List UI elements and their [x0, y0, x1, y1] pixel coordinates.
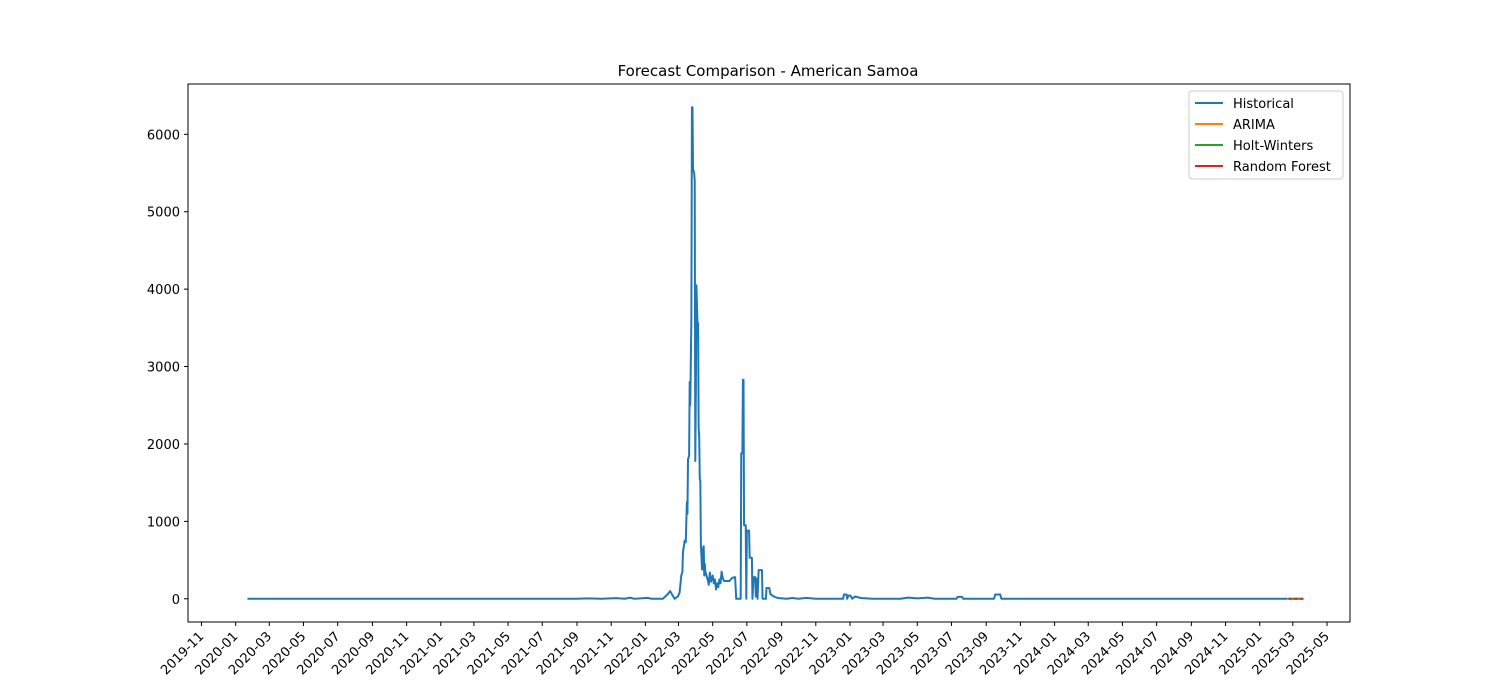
chart-title: Forecast Comparison - American Samoa	[618, 62, 919, 80]
y-tick-label: 1000	[147, 515, 180, 530]
y-tick-label: 3000	[147, 361, 180, 376]
y-axis: 0 1000 2000 3000 4000 5000 6000	[147, 128, 188, 608]
legend-label: Holt-Winters	[1233, 139, 1313, 154]
legend-label: Random Forest	[1233, 160, 1331, 175]
series-line-historical	[247, 106, 1288, 600]
y-tick-label: 5000	[147, 206, 180, 221]
y-tick-label: 2000	[147, 438, 180, 453]
legend-label: ARIMA	[1233, 118, 1275, 133]
plot-frame	[187, 83, 1351, 623]
series-layer	[247, 106, 1304, 600]
legend: Historical ARIMA Holt-Winters Random Forest	[1188, 90, 1344, 180]
legend-label: Historical	[1233, 97, 1294, 112]
y-tick-label: 6000	[147, 128, 180, 143]
legend-box	[1188, 90, 1344, 180]
y-tick-label: 4000	[147, 283, 180, 298]
y-tick-label: 0	[172, 593, 180, 608]
